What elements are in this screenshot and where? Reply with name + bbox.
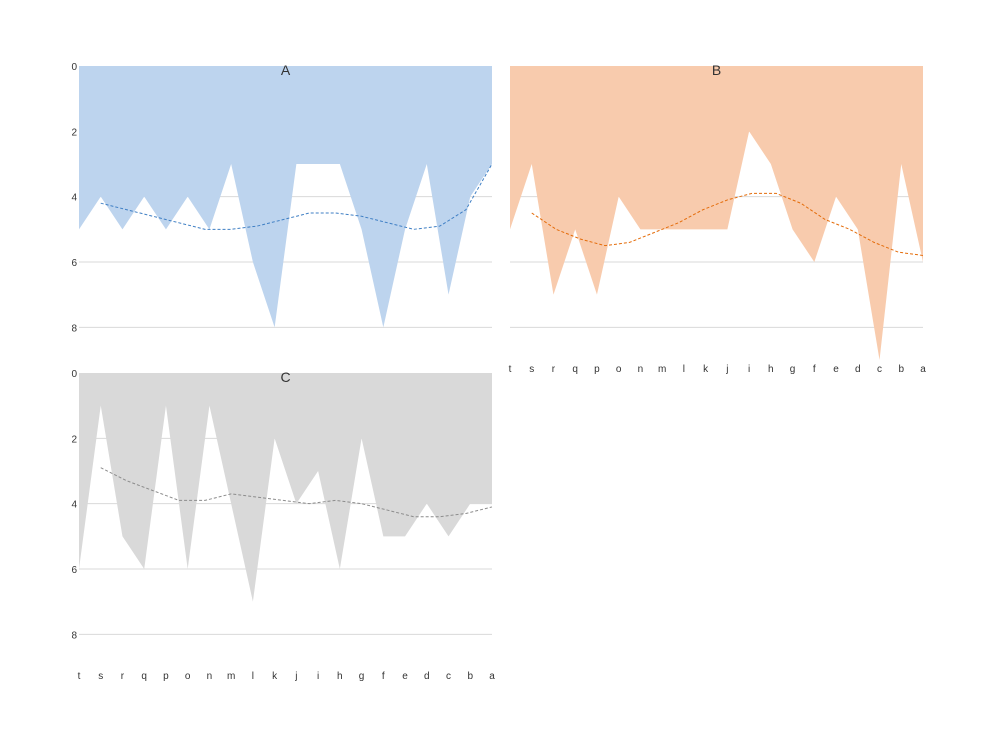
x-tick-label: e (402, 671, 408, 682)
y-tick-label: 0 (71, 62, 77, 73)
x-tick-label: j (725, 364, 728, 375)
y-tick-label: 6 (71, 258, 77, 269)
x-tick-label: o (185, 671, 191, 682)
area-series (79, 373, 492, 602)
trendline (531, 192, 924, 256)
x-tick-label: n (207, 671, 213, 682)
x-tick-label: f (382, 671, 385, 682)
x-tick-label: h (337, 671, 343, 682)
y-tick-label: 0 (71, 369, 77, 380)
y-tick-label: 2 (71, 434, 77, 445)
x-tick-label: c (446, 671, 451, 682)
trendline (100, 467, 493, 518)
x-tick-label: t (78, 671, 81, 682)
x-tick-label: d (855, 364, 861, 375)
x-tick-label: m (658, 364, 666, 375)
y-tick-label: 8 (71, 630, 77, 641)
chart-panel-C: 0 2 4 6 8 Ct s r q p o n m l k j i h g f e d c b a (71, 369, 495, 682)
panel-title: B (712, 62, 721, 78)
y-tick-label: 4 (71, 193, 77, 204)
x-tick-label: o (616, 364, 622, 375)
x-tick-label: f (813, 364, 816, 375)
y-tick-label: 8 (71, 323, 77, 334)
x-tick-label: j (294, 671, 297, 682)
chart-panel-A: 0 2 4 6 8 A (71, 62, 493, 334)
x-tick-label: c (877, 364, 882, 375)
x-tick-label: i (748, 364, 750, 375)
y-tick-label: 4 (71, 500, 77, 511)
x-tick-label: t (509, 364, 512, 375)
x-tick-label: l (683, 364, 685, 375)
x-tick-label: s (98, 671, 103, 682)
chart-panel-B: Bt s r q p o n m l k j i h g f e d c b a (509, 62, 927, 375)
x-tick-label: d (424, 671, 430, 682)
x-tick-label: q (572, 364, 578, 375)
x-tick-label: g (790, 364, 796, 375)
x-tick-label: r (121, 671, 125, 682)
x-tick-label: m (227, 671, 235, 682)
trendline (100, 163, 493, 230)
panel-title: C (280, 369, 290, 385)
x-tick-label: g (359, 671, 365, 682)
x-tick-label: h (768, 364, 774, 375)
x-tick-label: p (163, 671, 169, 682)
x-tick-label: k (703, 364, 709, 375)
area-series (510, 66, 923, 360)
x-tick-label: l (252, 671, 254, 682)
x-tick-label: k (272, 671, 278, 682)
x-tick-label: i (317, 671, 319, 682)
x-tick-label: q (141, 671, 147, 682)
x-tick-label: b (898, 364, 904, 375)
panel-title: A (281, 62, 291, 78)
x-tick-label: r (552, 364, 556, 375)
x-tick-label: p (594, 364, 600, 375)
x-tick-label: e (833, 364, 839, 375)
x-tick-label: s (529, 364, 534, 375)
x-tick-label: n (638, 364, 644, 375)
y-tick-label: 6 (71, 565, 77, 576)
x-tick-label: a (920, 364, 926, 375)
x-tick-label: a (489, 671, 495, 682)
x-tick-label: b (467, 671, 473, 682)
area-series (79, 66, 492, 328)
y-tick-label: 2 (71, 127, 77, 138)
